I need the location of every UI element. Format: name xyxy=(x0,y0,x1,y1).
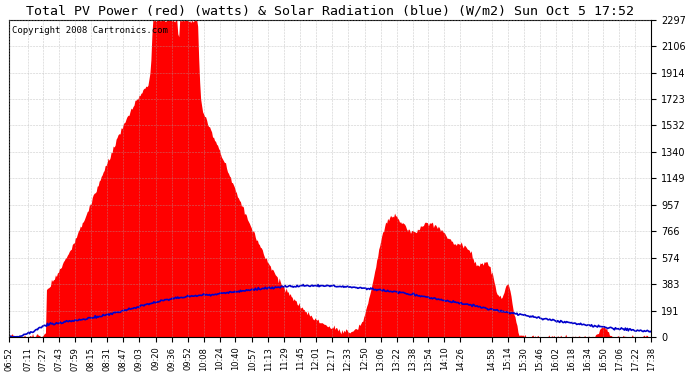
Title: Total PV Power (red) (watts) & Solar Radiation (blue) (W/m2) Sun Oct 5 17:52: Total PV Power (red) (watts) & Solar Rad… xyxy=(26,4,634,17)
Text: Copyright 2008 Cartronics.com: Copyright 2008 Cartronics.com xyxy=(12,26,168,35)
